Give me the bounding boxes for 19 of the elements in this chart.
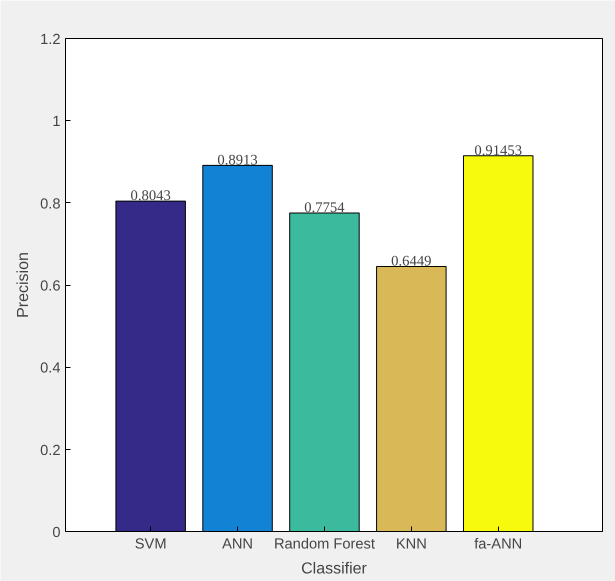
data-label: 0.7754 <box>304 200 346 216</box>
y-tick-label: 0 <box>52 525 61 541</box>
x-tick-label: SVM <box>134 536 167 552</box>
data-label: 0.6449 <box>391 254 432 270</box>
y-tick-label: 0.2 <box>40 442 60 459</box>
y-tick-label: 0.6 <box>40 278 60 294</box>
x-axis-title: Classifier <box>301 560 368 578</box>
data-label: 0.91453 <box>474 142 522 159</box>
x-tick-label: Random Forest <box>274 536 375 552</box>
y-tick-label: 1.2 <box>40 32 60 48</box>
y-tick-label: 1 <box>52 114 61 130</box>
x-tick-label: KNN <box>396 536 427 552</box>
data-label: 0.8043 <box>130 188 171 204</box>
y-tick-label: 0.8 <box>40 196 60 212</box>
y-axis-title: Precision <box>15 252 32 318</box>
x-tick-label: fa-ANN <box>474 536 522 552</box>
y-tick-label: 0.4 <box>40 360 60 377</box>
data-label: 0.8913 <box>217 152 258 168</box>
x-tick-label: ANN <box>222 536 254 552</box>
